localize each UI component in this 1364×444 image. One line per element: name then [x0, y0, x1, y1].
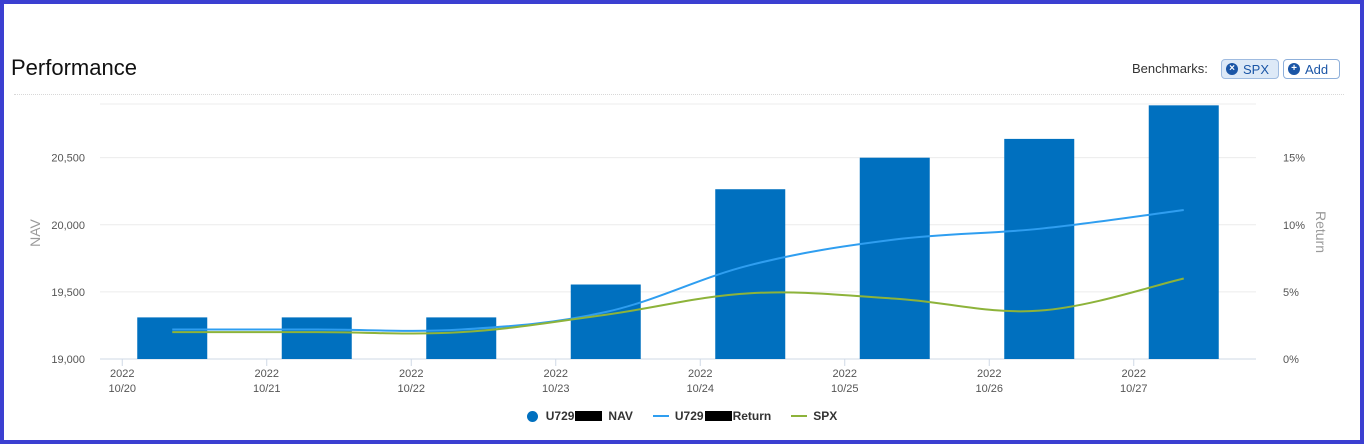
close-circle-icon[interactable]: × [1226, 63, 1238, 75]
x-tick-year: 2022 [688, 368, 712, 380]
return-line[interactable] [172, 209, 1184, 332]
legend-return-marker [652, 415, 669, 417]
legend-spx-marker [791, 415, 808, 417]
x-tick-date: 10/25 [831, 383, 859, 395]
y2-axis-label: Return [1313, 211, 1329, 253]
redacted-account-id [575, 411, 603, 421]
redacted-account-id [704, 411, 732, 421]
y2-tick-label: 15% [1283, 153, 1305, 165]
legend-nav-prefix: U729 [545, 409, 575, 423]
plus-circle-icon: + [1288, 63, 1300, 75]
x-tick-year: 2022 [977, 368, 1001, 380]
add-benchmark-label: Add [1305, 61, 1329, 77]
x-tick-date: 10/20 [108, 383, 136, 395]
nav-bar[interactable] [426, 317, 497, 359]
legend-spx-label: SPX [813, 409, 838, 423]
x-tick-date: 10/24 [686, 383, 714, 395]
x-tick-year: 2022 [1122, 368, 1146, 380]
y-tick-label: 19,000 [51, 354, 85, 366]
y-tick-label: 19,500 [51, 287, 85, 299]
chart-legend: U729 NAV U729 Return SPX [0, 409, 1364, 423]
nav-bar[interactable] [281, 317, 352, 359]
nav-bars [137, 105, 1219, 359]
x-tick-date: 10/22 [397, 383, 425, 395]
benchmarks-label: Benchmarks: [1132, 61, 1208, 76]
x-tick-year: 2022 [544, 368, 568, 380]
nav-bar[interactable] [1004, 138, 1075, 359]
x-tick-year: 2022 [399, 368, 423, 380]
nav-bar[interactable] [859, 157, 930, 359]
x-tick-year: 2022 [255, 368, 279, 380]
spx-benchmark-button[interactable]: × SPX [1221, 59, 1279, 79]
legend-item-spx[interactable]: SPX [791, 409, 837, 423]
y-tick-label: 20,000 [51, 220, 85, 232]
add-benchmark-button[interactable]: + Add [1283, 59, 1340, 79]
nav-bar[interactable] [1148, 105, 1219, 359]
x-tick-date: 10/27 [1120, 383, 1148, 395]
spx-benchmark-label: SPX [1243, 61, 1270, 77]
legend-nav-marker [526, 410, 538, 422]
x-tick-year: 2022 [833, 368, 857, 380]
nav-bar[interactable] [715, 189, 786, 359]
x-axis-ticks: 2022 10/20 2022 10/21 2022 10/22 2022 10/23 2022… [108, 359, 1148, 395]
x-tick-year: 2022 [110, 368, 134, 380]
x-tick-date: 10/26 [975, 383, 1003, 395]
y2-tick-label: 0% [1283, 354, 1299, 366]
legend-return-suffix: Return [732, 409, 772, 423]
nav-bar[interactable] [137, 317, 208, 359]
y2-tick-label: 10% [1283, 220, 1305, 232]
page-title: Performance [11, 55, 137, 80]
y-tick-label: 20,500 [51, 153, 85, 165]
y2-tick-label: 5% [1283, 287, 1299, 299]
y-axis-ticks: 19,000 19,500 20,000 20,500 [51, 153, 85, 366]
legend-nav-suffix: NAV [608, 409, 633, 423]
return-lines [172, 209, 1184, 335]
legend-return-prefix: U729 [674, 409, 704, 423]
x-tick-date: 10/21 [253, 383, 281, 395]
y2-axis-ticks: 0% 5% 10% 15% [1283, 153, 1305, 366]
legend-item-nav[interactable]: U729 NAV [526, 409, 633, 423]
y-axis-label: NAV [27, 218, 43, 246]
header-divider [14, 94, 1344, 95]
grid-lines [100, 103, 1256, 360]
nav-bar[interactable] [570, 284, 641, 359]
spx-line[interactable] [172, 277, 1184, 335]
x-tick-date: 10/23 [542, 383, 570, 395]
legend-item-return[interactable]: U729 Return [652, 409, 772, 423]
